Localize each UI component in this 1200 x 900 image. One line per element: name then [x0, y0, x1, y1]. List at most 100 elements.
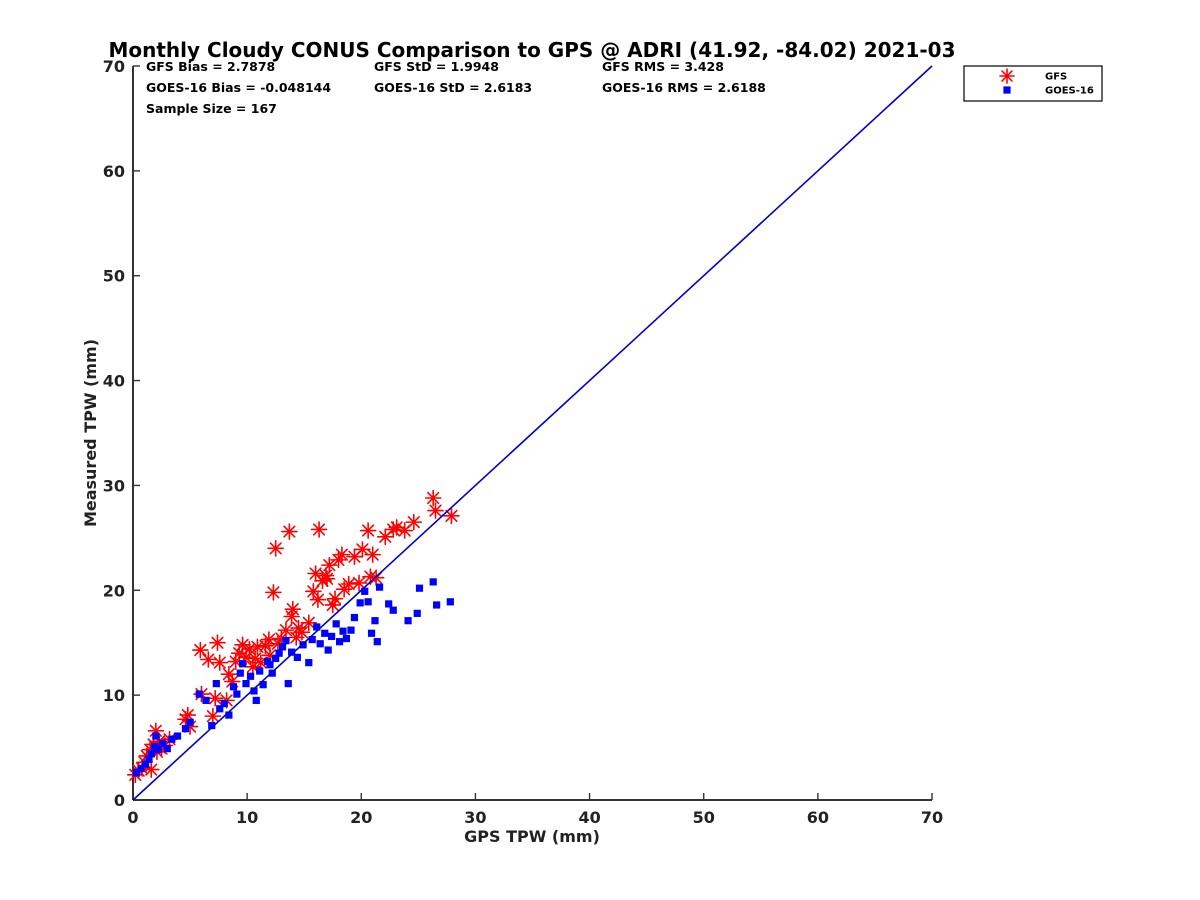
data-point [206, 689, 224, 707]
data-point [305, 659, 313, 667]
data-point [309, 591, 327, 609]
data-point [266, 661, 274, 669]
y-tick-label: 40 [103, 372, 125, 391]
data-point [147, 750, 155, 758]
data-point [209, 634, 226, 652]
data-point [318, 570, 336, 588]
data-point [328, 632, 336, 641]
data-point [281, 523, 298, 540]
data-point [246, 672, 255, 680]
data-point [373, 638, 381, 646]
series-gfs [126, 489, 460, 784]
data-point [342, 634, 351, 643]
data-point [132, 769, 141, 777]
legend-box [963, 65, 1103, 102]
data-point [310, 521, 328, 538]
data-point [340, 575, 358, 593]
data-point [159, 739, 167, 747]
data-point [179, 706, 197, 724]
data-point [259, 681, 267, 689]
legend-marker [999, 68, 1015, 84]
data-point [350, 613, 359, 622]
data-point [361, 587, 369, 595]
data-point [260, 631, 278, 648]
data-point [316, 640, 324, 648]
data-points [126, 489, 460, 784]
data-point [313, 623, 321, 631]
data-point [242, 680, 250, 688]
data-point [347, 626, 355, 634]
data-point [225, 711, 233, 719]
data-point [181, 725, 190, 733]
data-point [375, 583, 384, 591]
data-point [141, 760, 150, 768]
x-tick-label: 40 [578, 808, 600, 827]
x-tick-label: 30 [464, 808, 486, 827]
stat-text: GFS StD = 1.9948 [374, 59, 499, 74]
x-axis-label: GPS TPW (mm) [464, 827, 600, 846]
data-point [356, 599, 364, 607]
data-point [212, 680, 220, 688]
data-point [404, 617, 412, 625]
data-point [305, 583, 322, 600]
x-tick-label: 70 [921, 808, 943, 827]
data-point [173, 732, 182, 740]
data-point [290, 619, 307, 637]
data-point [415, 584, 424, 592]
data-point [238, 660, 247, 668]
data-point [324, 646, 332, 654]
data-point [364, 598, 372, 606]
data-point [272, 654, 280, 663]
x-tick-label: 10 [236, 808, 258, 827]
data-point [236, 669, 244, 677]
data-point [152, 732, 160, 740]
data-point [202, 696, 210, 704]
data-point [359, 522, 377, 539]
legend-items: GFS GOES-16 [999, 68, 1094, 97]
data-point [233, 690, 241, 698]
legend-label: GFS [1045, 72, 1067, 83]
data-point [385, 600, 393, 608]
y-tick-label: 60 [103, 162, 125, 181]
data-point [249, 638, 266, 656]
stat-text: GFS Bias = 2.7878 [146, 59, 275, 74]
data-point [265, 584, 282, 601]
data-point [350, 574, 368, 592]
data-point [443, 507, 460, 525]
data-point [252, 696, 260, 704]
data-point [168, 735, 176, 743]
stats-block: GFS Bias = 2.7878 GFS StD = 1.9948 GFS RMS… [146, 59, 766, 116]
x-tick-label: 20 [350, 808, 372, 827]
data-point [163, 745, 171, 753]
data-point [367, 629, 376, 637]
stat-text: GOES-16 RMS = 2.6188 [602, 80, 766, 95]
data-point [204, 707, 222, 725]
data-point [267, 540, 284, 557]
chart-title: Monthly Cloudy CONUS Comparison to GPS @… [108, 38, 955, 62]
y-tick-label: 20 [103, 581, 125, 600]
data-point [284, 680, 292, 688]
data-point [446, 598, 454, 606]
legend-label: GOES-16 [1045, 86, 1094, 97]
data-point [288, 648, 296, 656]
data-point [300, 614, 318, 632]
data-point [145, 755, 153, 763]
data-point [220, 699, 228, 708]
data-point [364, 546, 382, 563]
series-goes-16 [132, 578, 454, 777]
stat-text: GOES-16 StD = 2.6183 [374, 80, 532, 95]
plot-area: 0 10 20 30 40 50 60 70 0 10 20 30 40 50 60 70 [103, 57, 943, 827]
x-tick-label: 60 [807, 808, 829, 827]
data-point [186, 718, 194, 727]
data-point [250, 687, 258, 695]
data-point [429, 578, 437, 586]
data-point [154, 746, 162, 754]
data-point [371, 617, 379, 625]
data-point [208, 721, 216, 730]
legend: GFS GOES-16 [963, 65, 1103, 102]
data-point [324, 596, 342, 614]
x-tick-label: 0 [127, 808, 138, 827]
data-point [332, 620, 340, 628]
data-point [427, 502, 444, 519]
data-point [246, 650, 264, 667]
